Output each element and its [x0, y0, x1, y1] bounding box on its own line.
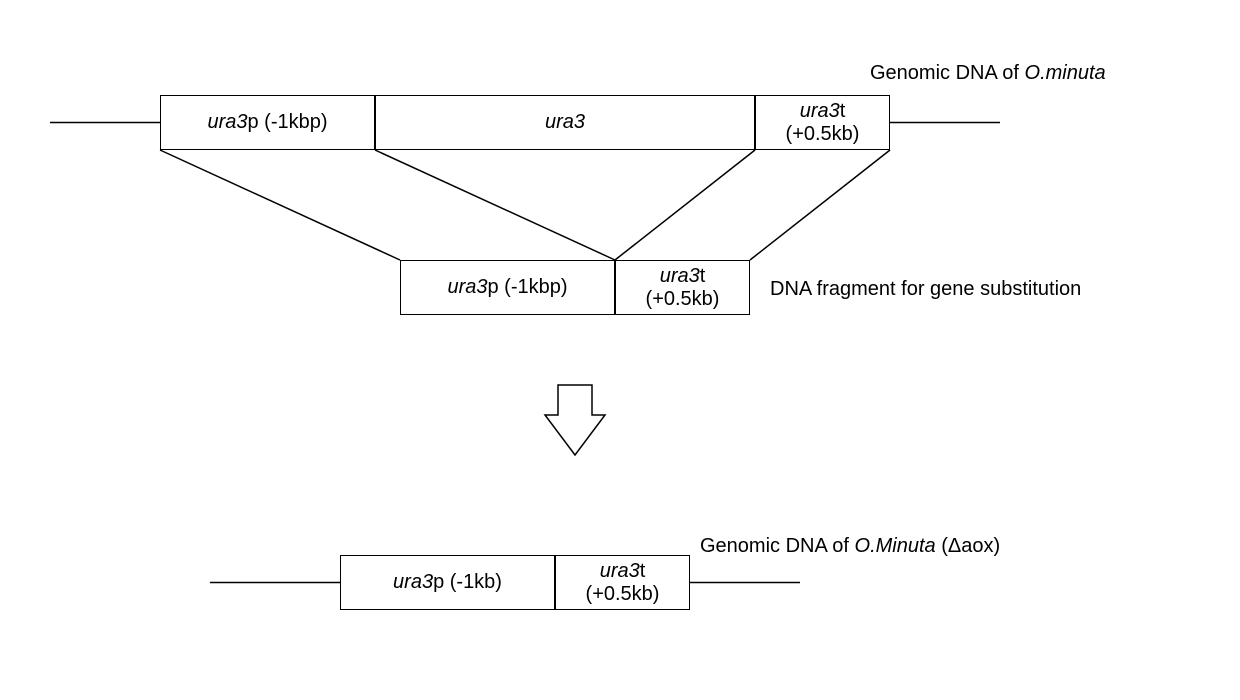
- row1-ura3p-label: ura3p (-1kbp): [207, 111, 327, 134]
- row3-ura3p-box: ura3p (-1kb): [340, 555, 555, 610]
- bottom-right-prefix: Genomic DNA of: [700, 535, 855, 557]
- row1-ura3-label: ura3: [545, 111, 585, 134]
- row2-ura3t-box: ura3t (+0.5kb): [615, 260, 750, 315]
- diagram-canvas: ura3p (-1kbp) ura3 ura3t (+0.5kb) ura3p …: [0, 0, 1240, 700]
- row2-ura3t-line1: ura3t: [660, 265, 706, 288]
- row1-ura3p-box: ura3p (-1kbp): [160, 95, 375, 150]
- bottom-right-organism: O.Minuta: [855, 535, 936, 557]
- row1-ura3t-box: ura3t (+0.5kb): [755, 95, 890, 150]
- bottom-right-label: Genomic DNA of O.Minuta (Δaox): [700, 535, 1000, 558]
- row2-ura3p-label: ura3p (-1kbp): [447, 276, 567, 299]
- bottom-right-suffix: (Δaox): [936, 535, 1000, 557]
- row1-ura3t-line1: ura3t: [800, 100, 846, 123]
- row2-ura3p-box: ura3p (-1kbp): [400, 260, 615, 315]
- row3-ura3t-line1: ura3t: [600, 560, 646, 583]
- row3-ura3t-line2: (+0.5kb): [586, 583, 660, 606]
- cross-line-1: [160, 150, 400, 260]
- down-arrow: [545, 385, 605, 455]
- top-right-organism: O.minuta: [1025, 62, 1106, 84]
- cross-line-3: [615, 150, 755, 260]
- cross-line-4: [750, 150, 890, 260]
- row1-ura3-box: ura3: [375, 95, 755, 150]
- middle-right-label: DNA fragment for gene substitution: [770, 278, 1081, 301]
- row2-ura3t-line2: (+0.5kb): [646, 288, 720, 311]
- row1-ura3t-line2: (+0.5kb): [786, 123, 860, 146]
- top-right-prefix: Genomic DNA of: [870, 62, 1025, 84]
- row3-ura3p-label: ura3p (-1kb): [393, 571, 502, 594]
- cross-line-2: [375, 150, 615, 260]
- top-right-label: Genomic DNA of O.minuta: [870, 62, 1106, 85]
- row3-ura3t-box: ura3t (+0.5kb): [555, 555, 690, 610]
